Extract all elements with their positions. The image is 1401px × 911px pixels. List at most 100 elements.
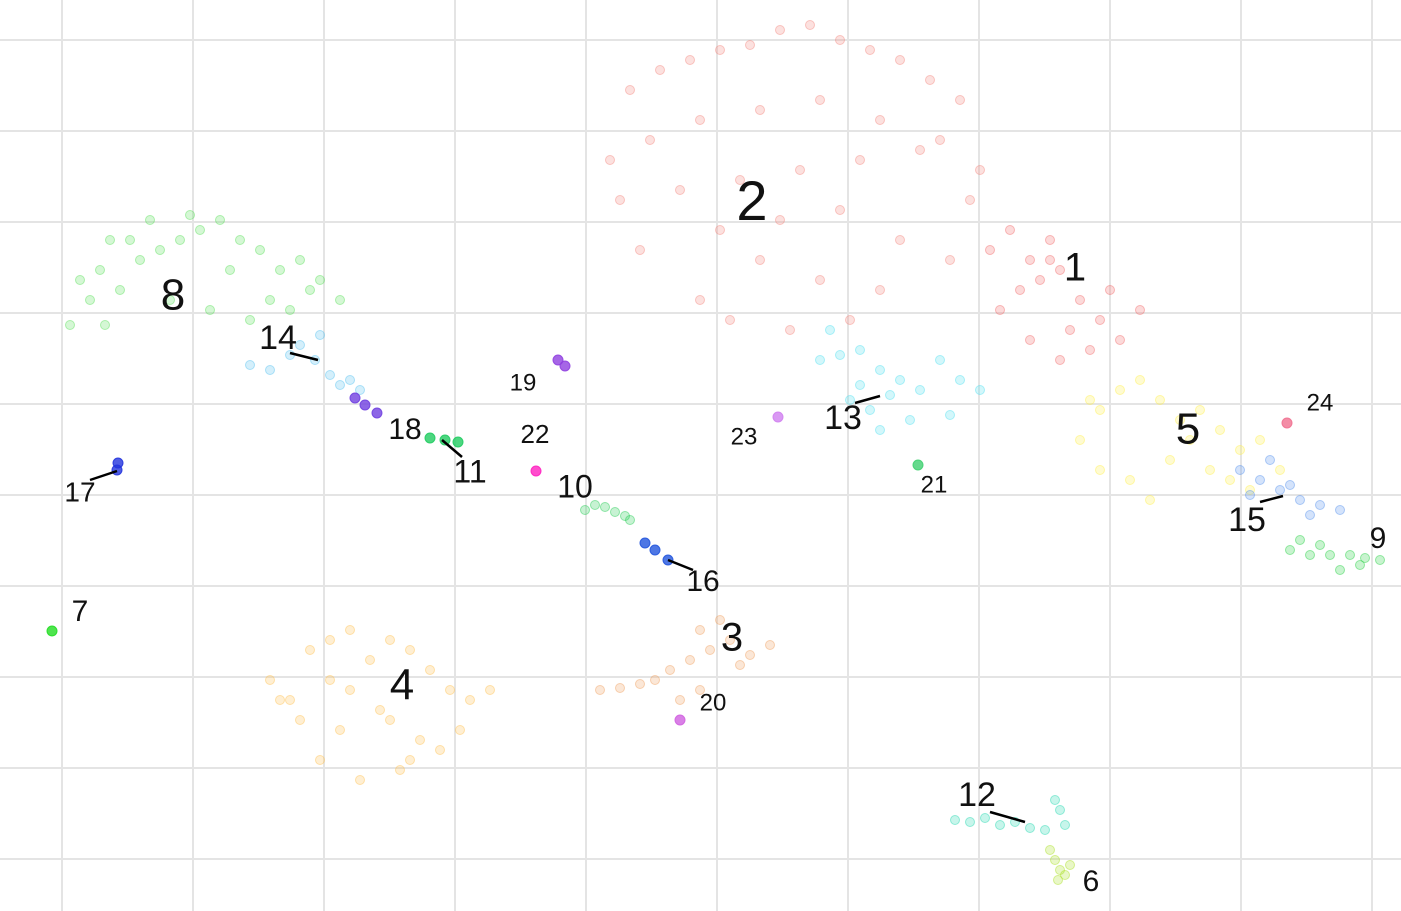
point — [1185, 435, 1195, 445]
point — [155, 245, 165, 255]
point — [855, 345, 865, 355]
cluster-label: 9 — [1370, 522, 1387, 555]
point — [1285, 480, 1295, 490]
point — [655, 65, 665, 75]
point — [639, 537, 651, 549]
cluster — [552, 354, 571, 372]
point — [815, 95, 825, 105]
cluster-label: 4 — [390, 661, 414, 710]
point — [375, 705, 385, 715]
cluster — [1075, 375, 1285, 505]
point — [215, 215, 225, 225]
point — [1040, 825, 1050, 835]
point — [1165, 455, 1175, 465]
point — [1055, 865, 1065, 875]
point — [695, 295, 705, 305]
cluster-label: 19 — [510, 369, 537, 396]
point — [315, 330, 325, 340]
cluster-label: 3 — [721, 616, 743, 660]
cluster — [950, 795, 1070, 835]
point — [75, 275, 85, 285]
point — [1135, 375, 1145, 385]
point — [875, 285, 885, 295]
point — [595, 685, 605, 695]
point — [345, 685, 355, 695]
cluster — [580, 500, 635, 525]
point — [235, 235, 245, 245]
leader-line — [441, 439, 463, 458]
point — [345, 625, 355, 635]
point — [295, 715, 305, 725]
point — [955, 95, 965, 105]
point — [835, 35, 845, 45]
point — [1275, 485, 1285, 495]
point — [105, 235, 115, 245]
point — [195, 225, 205, 235]
point — [935, 135, 945, 145]
point — [325, 675, 335, 685]
cluster-label: 11 — [453, 453, 486, 489]
leader-line — [89, 469, 118, 482]
cluster-label: 15 — [1228, 501, 1266, 539]
point — [1060, 870, 1070, 880]
cluster — [674, 714, 686, 726]
point — [165, 295, 175, 305]
point — [1360, 553, 1370, 563]
point — [785, 325, 795, 335]
point — [965, 817, 975, 827]
point — [1245, 490, 1255, 500]
cluster-label: 24 — [1307, 389, 1334, 416]
point — [452, 436, 464, 448]
point — [1275, 465, 1285, 475]
cluster-label: 13 — [824, 399, 862, 437]
point — [725, 315, 735, 325]
point — [875, 115, 885, 125]
point — [935, 355, 945, 365]
point — [175, 235, 185, 245]
point — [725, 635, 735, 645]
point — [245, 315, 255, 325]
point — [625, 85, 635, 95]
point — [975, 165, 985, 175]
point — [225, 265, 235, 275]
point — [355, 775, 365, 785]
point — [795, 165, 805, 175]
point — [735, 175, 745, 185]
point — [635, 679, 645, 689]
point — [1315, 500, 1325, 510]
point — [590, 500, 600, 510]
point — [905, 415, 915, 425]
cluster-label: 20 — [700, 689, 727, 716]
point — [695, 625, 705, 635]
point — [125, 235, 135, 245]
point — [610, 507, 620, 517]
point — [425, 665, 435, 675]
point — [295, 340, 305, 350]
point — [895, 55, 905, 65]
point — [805, 20, 815, 30]
point — [1065, 325, 1075, 335]
point — [1015, 285, 1025, 295]
point — [275, 695, 285, 705]
cluster — [815, 325, 985, 435]
point — [1295, 535, 1305, 545]
point — [405, 755, 415, 765]
point — [371, 407, 383, 419]
point — [355, 385, 365, 395]
cluster-label: 7 — [72, 595, 89, 628]
point — [755, 255, 765, 265]
point — [912, 459, 924, 471]
point — [1225, 475, 1235, 485]
point — [395, 765, 405, 775]
cluster — [1045, 845, 1075, 885]
point — [315, 755, 325, 765]
point — [1195, 405, 1205, 415]
point — [112, 457, 124, 469]
point — [875, 425, 885, 435]
point — [115, 285, 125, 295]
point — [835, 350, 845, 360]
point — [715, 615, 725, 625]
point — [335, 295, 345, 305]
cluster — [65, 210, 345, 330]
point — [895, 235, 905, 245]
